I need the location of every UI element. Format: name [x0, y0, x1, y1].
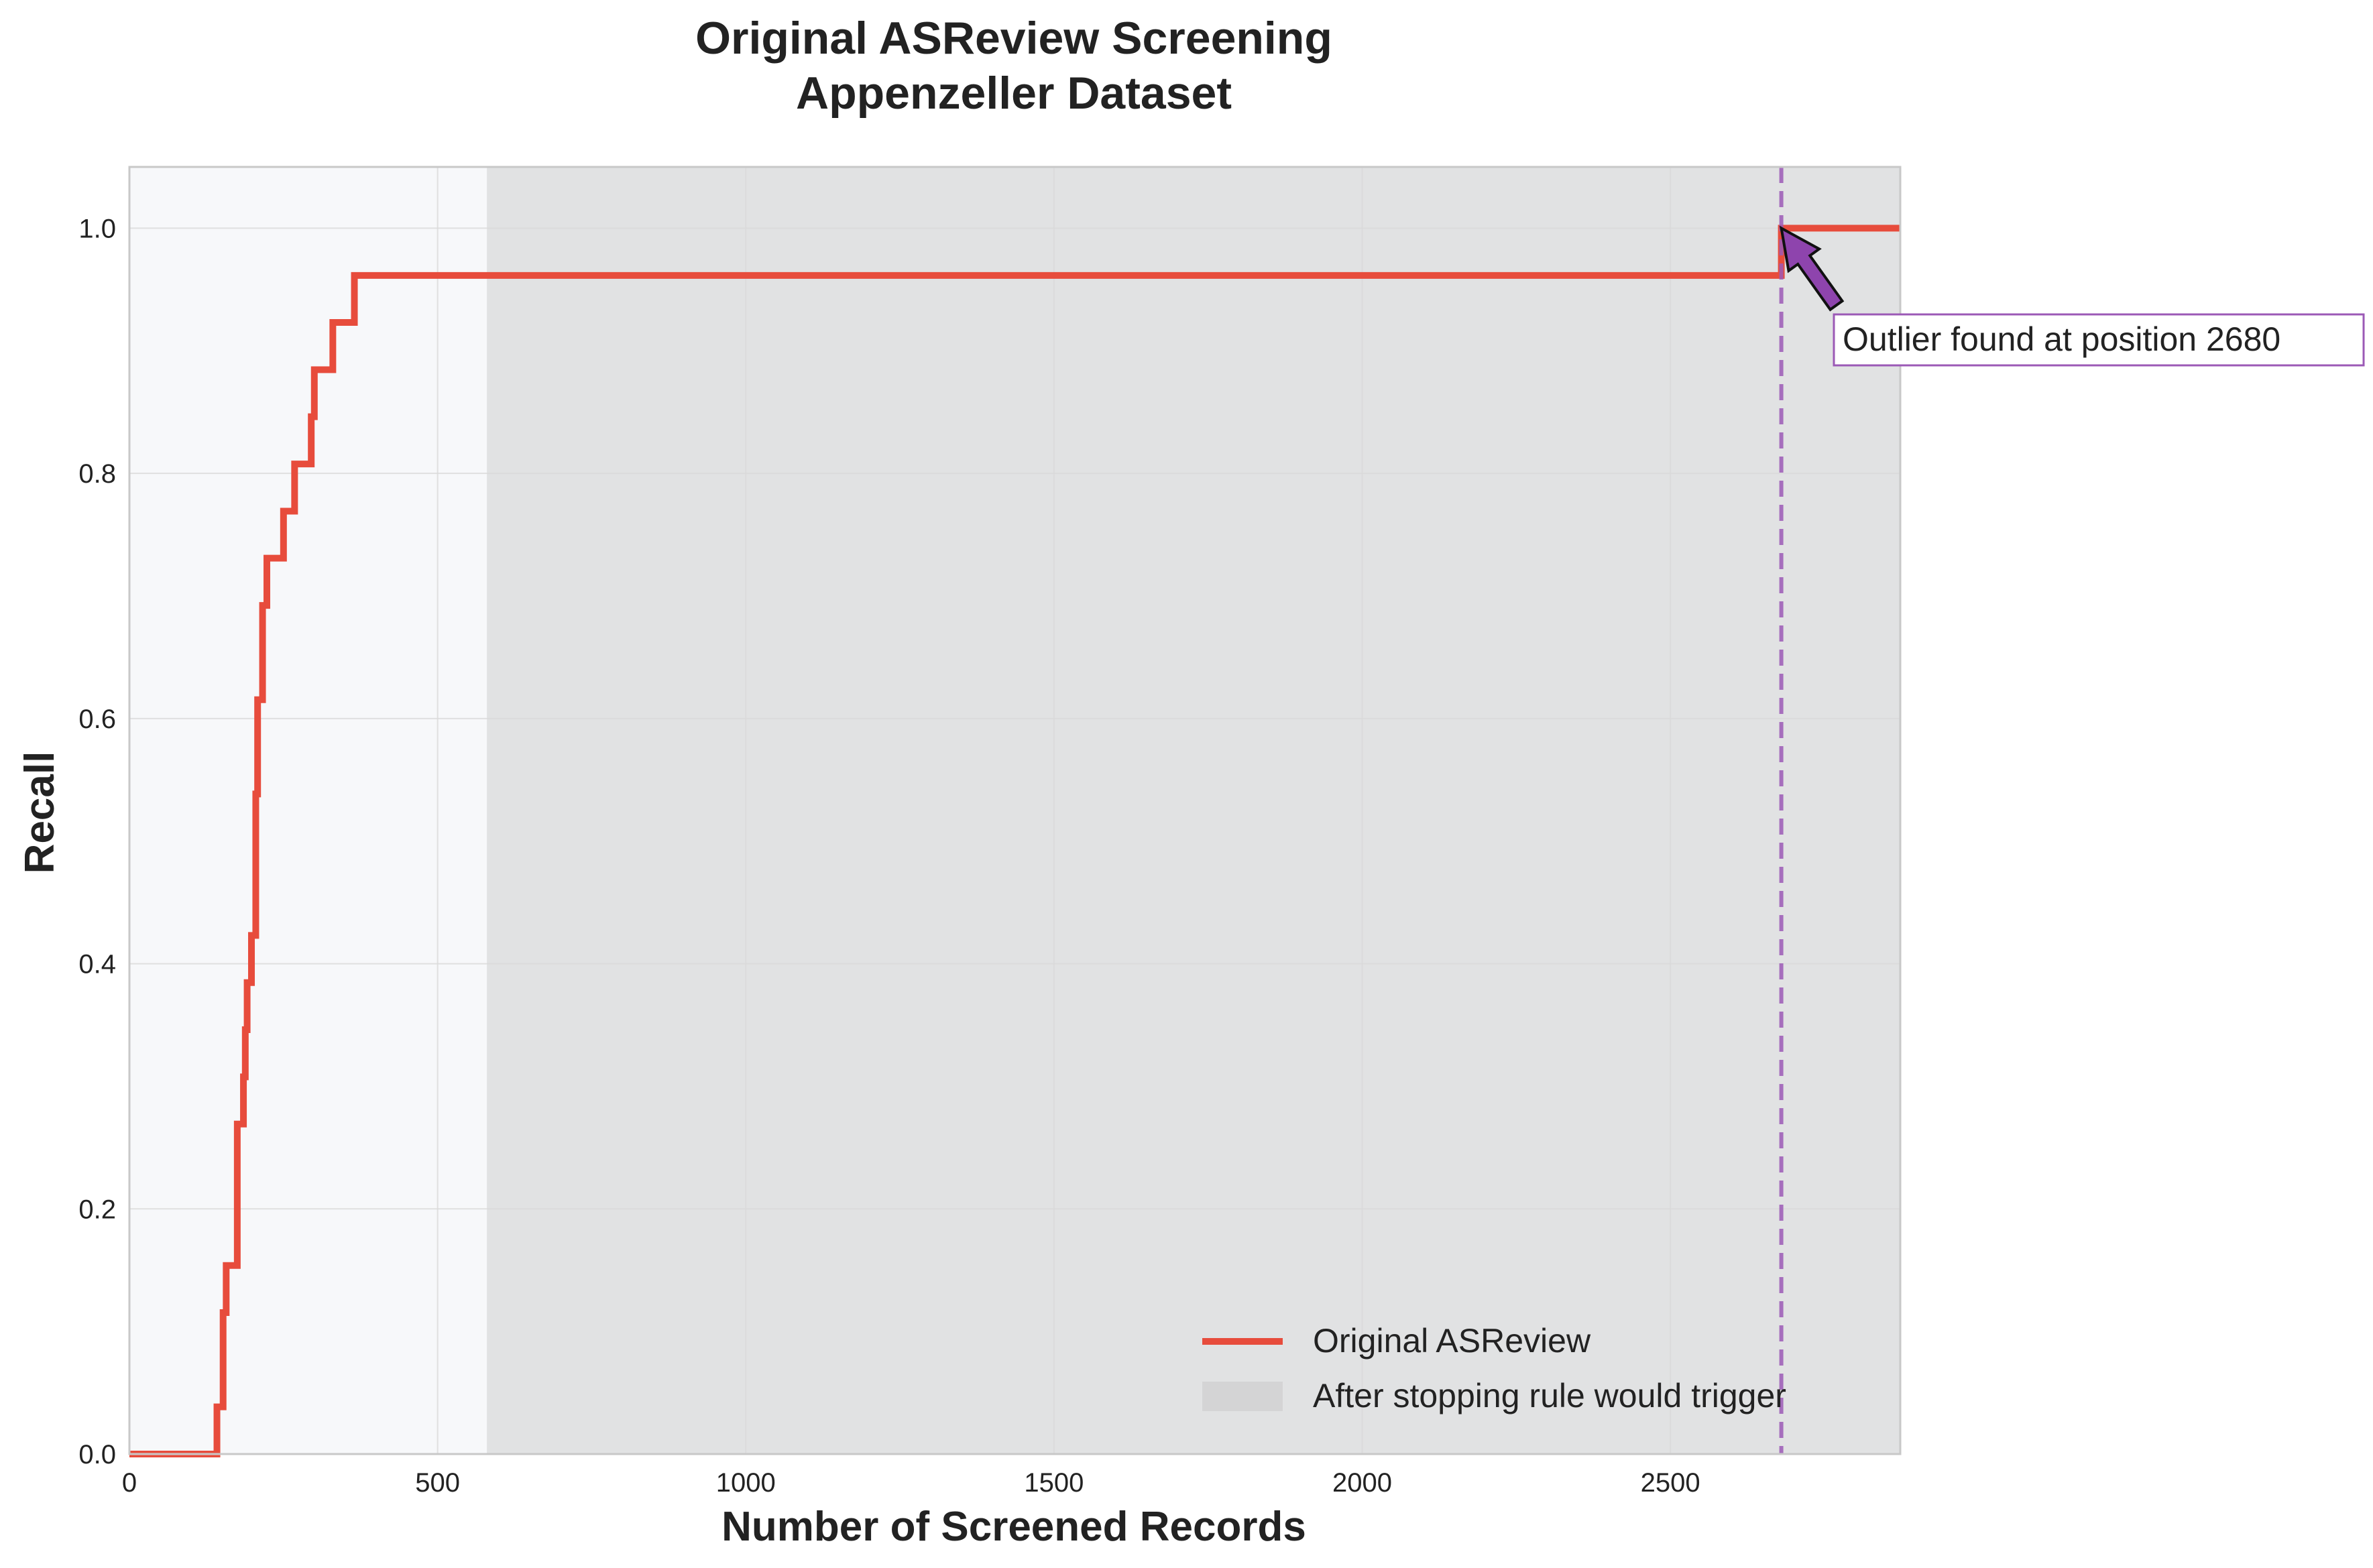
- plot-frame-layer: [128, 166, 1902, 1455]
- annotation-box: [1833, 313, 2365, 367]
- x-tick-label: 1000: [716, 1468, 776, 1498]
- x-tick-label: 500: [415, 1468, 460, 1498]
- legend-label-series: Original ASReview: [1313, 1322, 1591, 1360]
- x-tick-label: 2000: [1332, 1468, 1392, 1498]
- y-tick-label: 0.8: [78, 459, 116, 489]
- y-tick-label: 1.0: [78, 214, 116, 243]
- annotation-text: Outlier found at position 2680: [1843, 320, 2280, 358]
- chart-title: Original ASReview Screening Appenzeller …: [695, 13, 1332, 119]
- outlier-annotation: Outlier found at position 2680: [1779, 225, 2365, 367]
- x-tick-label: 2500: [1641, 1468, 1700, 1498]
- y-tick-label: 0.4: [78, 950, 116, 979]
- shaded-region-layer: [487, 167, 1900, 1454]
- x-tick-label: 0: [122, 1468, 137, 1498]
- grid-layer: [129, 167, 1900, 1455]
- legend-label-shaded: After stopping rule would trigger: [1313, 1377, 1786, 1414]
- x-tick-labels: 0 500 1000 1500 2000 2500: [122, 1468, 1700, 1498]
- legend-patch-swatch: [1202, 1382, 1283, 1411]
- chart-title-line2: Appenzeller Dataset: [796, 68, 1232, 119]
- x-tick-label: 1500: [1024, 1468, 1084, 1498]
- y-axis-label: Recall: [17, 751, 63, 874]
- plot-frame: [128, 166, 1902, 1455]
- y-tick-label: 0.0: [78, 1440, 116, 1469]
- y-tick-label: 0.6: [78, 705, 116, 734]
- chart-title-line1: Original ASReview Screening: [695, 13, 1332, 64]
- shaded-region: [487, 167, 1900, 1454]
- y-tick-label: 0.2: [78, 1195, 116, 1224]
- annotation-arrow: [1779, 225, 1845, 312]
- legend: Original ASReview After stopping rule wo…: [1202, 1322, 1786, 1414]
- recall-line: [129, 225, 1900, 1457]
- x-axis-label: Number of Screened Records: [721, 1504, 1306, 1550]
- y-tick-labels: 0.0 0.2 0.4 0.6 0.8 1.0: [78, 214, 116, 1469]
- series-layer: [129, 225, 1900, 1457]
